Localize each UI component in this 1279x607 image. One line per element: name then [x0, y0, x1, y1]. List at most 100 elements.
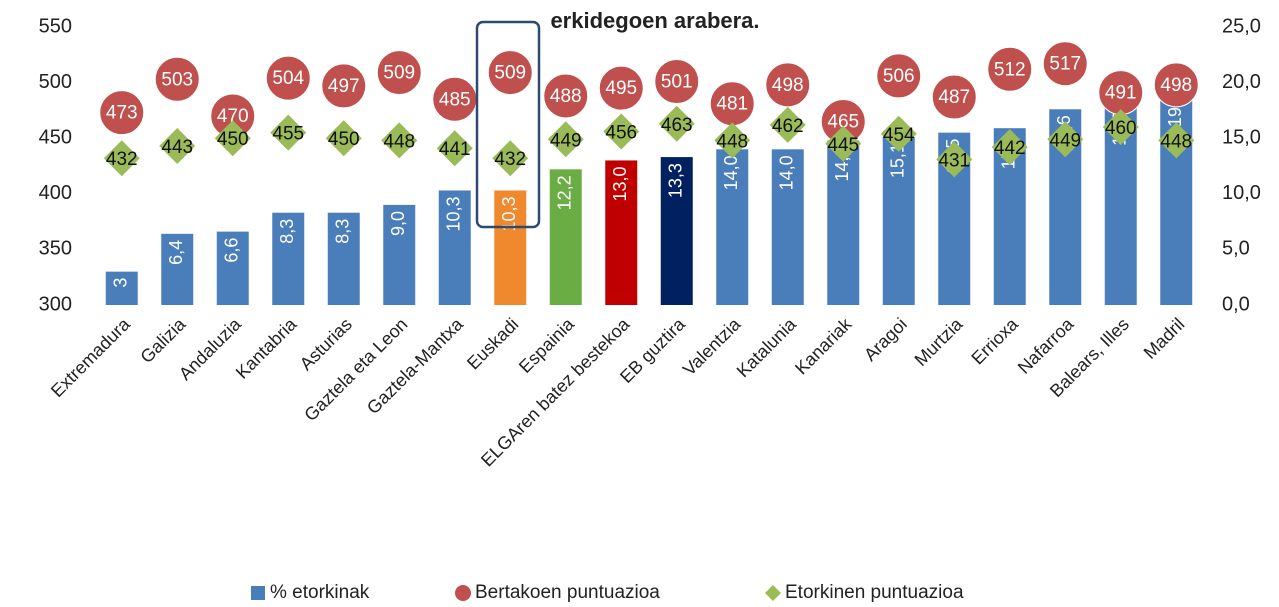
score-marker — [769, 106, 806, 143]
chart-title: erkidegoen arabera. — [550, 8, 759, 33]
score-marker — [543, 73, 589, 119]
bar-value-label: 6,4 — [166, 240, 186, 265]
x-tick-label: Galizia — [136, 313, 190, 367]
score-label: 448 — [383, 131, 415, 152]
score-marker — [270, 114, 307, 151]
y-tick-label: 400 — [39, 182, 72, 204]
score-marker — [987, 46, 1033, 92]
score-label: 443 — [161, 137, 193, 158]
bar-value-label: 10,3 — [499, 196, 519, 231]
score-marker — [154, 56, 200, 102]
score-label: 498 — [1160, 75, 1192, 96]
bar-value-label: 3 — [111, 278, 131, 288]
legend-label: % etorkinak — [270, 582, 370, 603]
legend-swatch — [765, 585, 781, 601]
y2-tick-label: 0,0 — [1222, 293, 1250, 315]
score-label: 450 — [217, 129, 249, 150]
y-tick-label: 450 — [39, 126, 72, 148]
bar-value-label: 15,1 — [888, 143, 908, 178]
score-marker — [714, 122, 751, 159]
legend-swatch — [251, 586, 265, 600]
score-label: 460 — [1105, 118, 1137, 139]
score-label: 497 — [328, 76, 360, 97]
bar — [771, 149, 804, 305]
bar — [105, 271, 138, 305]
score-label: 473 — [106, 103, 138, 124]
bar-value-label: 13,3 — [666, 163, 686, 198]
score-marker — [936, 141, 973, 178]
score-label: 449 — [550, 130, 582, 151]
score-marker — [825, 125, 862, 162]
x-tick-label: Gaztela-Mantxa — [363, 313, 468, 418]
score-marker — [99, 90, 145, 136]
legend-label: Etorkinen puntuazioa — [785, 582, 964, 603]
score-marker — [658, 105, 695, 142]
score-label: 481 — [716, 94, 748, 115]
score-marker — [931, 74, 977, 120]
score-label: 462 — [772, 116, 804, 137]
score-label: 455 — [272, 124, 304, 145]
bar-value-label: 8,3 — [277, 219, 297, 244]
score-label: 488 — [550, 86, 582, 107]
y-tick-label: 500 — [39, 71, 72, 93]
y2-tick-label: 20,0 — [1222, 71, 1261, 93]
score-marker — [765, 62, 811, 108]
score-label: 445 — [827, 135, 859, 156]
bar — [383, 204, 416, 305]
score-marker — [1158, 122, 1195, 159]
score-label: 463 — [661, 115, 693, 136]
score-marker — [436, 130, 473, 167]
score-marker — [876, 53, 922, 99]
score-label: 512 — [994, 59, 1026, 80]
score-marker — [880, 115, 917, 152]
plot: 300 350 400 450 500 550 0,0 5,0 10,0 15,0 20,0 25,0… — [39, 15, 1261, 603]
score-label: 503 — [161, 69, 193, 90]
score-marker — [265, 55, 311, 101]
score-label: 506 — [883, 66, 915, 87]
y2-tick-label: 25,0 — [1222, 15, 1261, 37]
score-label: 450 — [328, 129, 360, 150]
score-label: 432 — [106, 149, 138, 170]
score-label: 495 — [605, 78, 637, 99]
bar — [660, 157, 693, 305]
y-tick-label: 300 — [39, 293, 72, 315]
x-tick-label: Gaztela eta Leon — [300, 314, 411, 425]
bar — [882, 137, 915, 305]
bar — [216, 231, 249, 305]
y2-tick-label: 10,0 — [1222, 182, 1261, 204]
y-tick-label: 550 — [39, 15, 72, 37]
bar — [605, 160, 638, 305]
score-marker — [492, 140, 529, 177]
x-tick-label: Aragoi — [860, 314, 911, 365]
y-tick-label: 350 — [39, 238, 72, 260]
y2-tick-label: 15,0 — [1222, 126, 1261, 148]
score-marker — [654, 58, 700, 104]
score-marker — [1047, 121, 1084, 158]
bar — [161, 233, 194, 305]
bar-value-label: 14,0 — [777, 155, 797, 190]
y2-tick-label: 5,0 — [1222, 238, 1250, 260]
score-marker — [159, 127, 196, 164]
score-label: 442 — [994, 138, 1026, 159]
score-label: 448 — [716, 131, 748, 152]
score-marker — [1042, 41, 1088, 87]
score-label: 454 — [883, 125, 915, 146]
score-marker — [103, 140, 140, 177]
x-tick-label: Kanariak — [791, 313, 856, 378]
bar — [438, 190, 471, 305]
score-marker — [376, 50, 422, 96]
score-marker — [991, 129, 1028, 166]
x-tick-label: Extremadura — [47, 313, 135, 401]
score-label: 470 — [217, 106, 249, 127]
bar-value-label: 12,2 — [555, 175, 575, 210]
bar-value-label: 6,6 — [222, 238, 242, 263]
x-tick-label: Kantabria — [232, 313, 301, 382]
bar — [549, 169, 582, 305]
score-marker — [1102, 109, 1139, 146]
highlight-box — [475, 20, 541, 229]
x-tick-label: Andaluzia — [175, 313, 246, 384]
score-label: 504 — [272, 68, 304, 89]
score-label: 456 — [605, 123, 637, 144]
score-label: 509 — [383, 63, 415, 84]
